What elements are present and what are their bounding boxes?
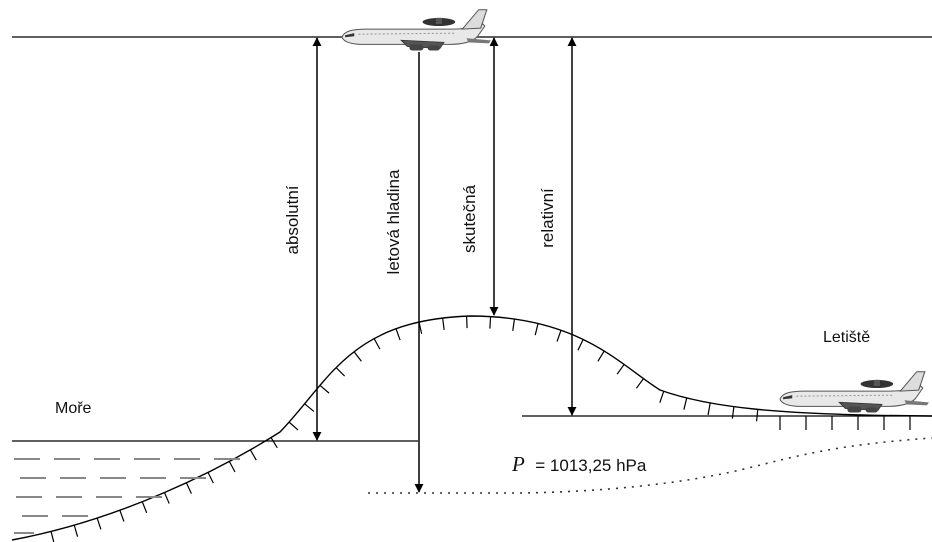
airport-ground-hatching: [779, 416, 911, 430]
terrain-tick: [373, 338, 381, 350]
label-flight-level: letová hladina: [384, 169, 403, 274]
terrain-tick: [512, 318, 516, 331]
terrain-tick: [756, 409, 759, 422]
terrain-tick: [731, 406, 735, 419]
terrain-tick: [141, 501, 148, 514]
terrain-tick: [270, 437, 278, 449]
pressure-value: = 1013,25 hPa: [535, 456, 647, 475]
terrain-hatching: [50, 316, 759, 542]
terrain-tick: [683, 397, 688, 410]
terrain-tick: [635, 378, 644, 389]
sea-water: [14, 458, 240, 534]
terrain-tick: [707, 402, 711, 415]
terrain-tick: [50, 531, 55, 542]
terrain-tick: [319, 384, 330, 394]
label-absolute: absolutní: [283, 185, 302, 254]
terrain-tick: [534, 323, 539, 336]
label-relative: relativní: [538, 188, 557, 248]
terrain-tick: [395, 328, 401, 341]
label-airport: Letiště: [823, 329, 870, 346]
terrain-tick: [207, 472, 214, 484]
airplane-icon: [779, 371, 930, 414]
terrain-tick: [616, 364, 625, 375]
terrain-tick: [353, 351, 362, 362]
terrain-tick: [185, 482, 192, 494]
label-sea: Moře: [55, 400, 92, 417]
terrain-profile: [11, 315, 932, 541]
terrain-tick: [163, 492, 170, 504]
terrain-tick: [465, 316, 468, 329]
terrain-tick: [489, 316, 492, 329]
terrain-tick: [288, 421, 299, 431]
terrain-tick: [335, 367, 346, 377]
airplane-icon: [341, 9, 492, 52]
label-true-altitude: skutečná: [460, 184, 479, 253]
terrain-tick: [228, 461, 236, 473]
terrain-tick: [249, 449, 257, 461]
terrain-tick: [442, 317, 445, 331]
terrain-tick: [96, 517, 102, 530]
pressure-symbol: P: [511, 452, 525, 476]
terrain-tick: [659, 391, 665, 403]
terrain-tick: [73, 524, 79, 537]
standard-pressure-line: [368, 437, 932, 494]
terrain-tick: [304, 403, 315, 412]
terrain-tick: [556, 330, 562, 342]
terrain-tick: [597, 350, 605, 362]
terrain-tick: [119, 510, 125, 522]
terrain-tick: [577, 339, 584, 351]
pressure-label: P = 1013,25 hPa: [511, 452, 647, 476]
